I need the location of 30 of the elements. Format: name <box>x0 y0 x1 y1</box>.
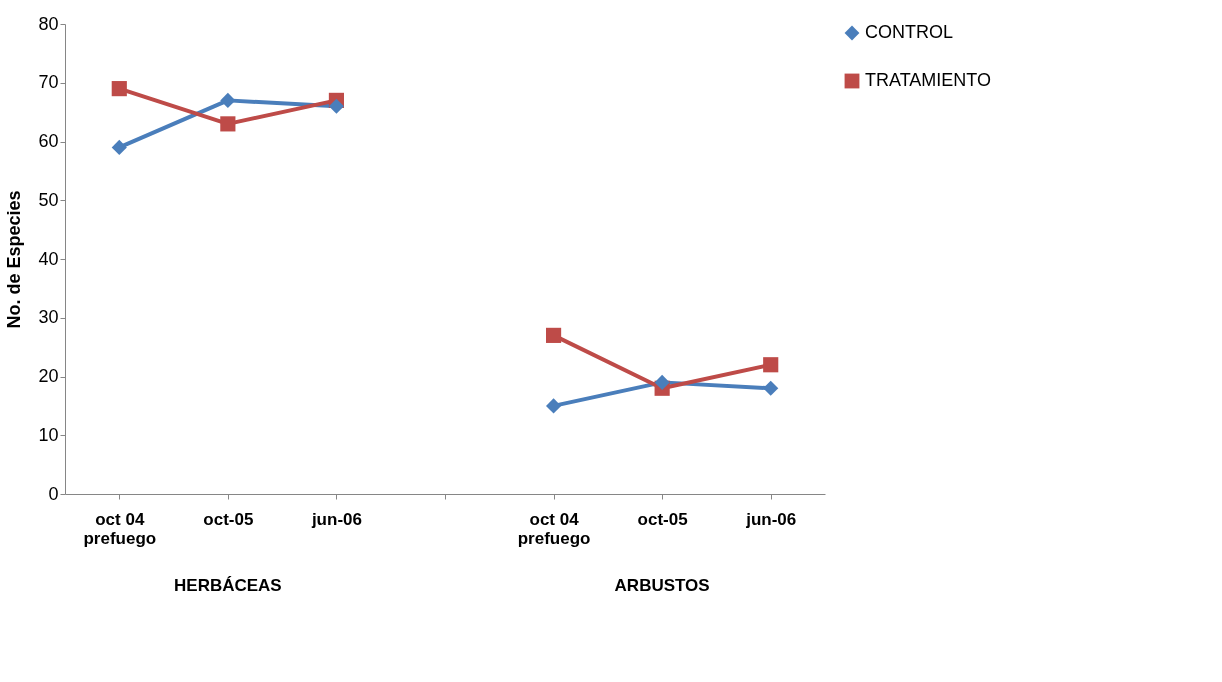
y-tick-label: 40 <box>38 248 59 269</box>
point <box>763 380 779 396</box>
y-tick-label: 80 <box>38 13 59 34</box>
y-tick-label: 50 <box>38 189 59 210</box>
point <box>545 398 562 414</box>
point <box>654 374 670 390</box>
point <box>111 81 127 97</box>
y-tick-label: 70 <box>38 72 59 93</box>
y-tick-label: 10 <box>38 424 59 445</box>
y-tick-label: 30 <box>38 307 59 328</box>
text: ARBUSTOS <box>614 576 710 595</box>
point <box>111 139 127 155</box>
x-tick-label: oct-05 <box>637 509 688 529</box>
x-tick-label: oct 04 prefuego <box>517 509 591 548</box>
text: HERBÁCEAS <box>174 576 282 595</box>
y-tick-label: 20 <box>38 366 59 386</box>
y-tick-label: 0 <box>48 483 59 504</box>
legend-label: CONTROL <box>865 22 954 42</box>
y-tick-label: 60 <box>38 131 59 151</box>
point <box>328 98 345 114</box>
point <box>763 357 779 373</box>
legend-label: TRATAMIENTO <box>865 70 991 90</box>
x-tick-label: oct-05 <box>203 509 254 529</box>
y-axis-title: No. de Especies <box>4 190 25 329</box>
x-tick-label: jun-06 <box>310 509 362 529</box>
point <box>220 116 236 132</box>
point <box>220 92 236 108</box>
point <box>545 327 562 343</box>
x-tick-label: jun-06 <box>745 509 797 529</box>
x-tick-label: oct 04 prefuego <box>83 509 157 548</box>
